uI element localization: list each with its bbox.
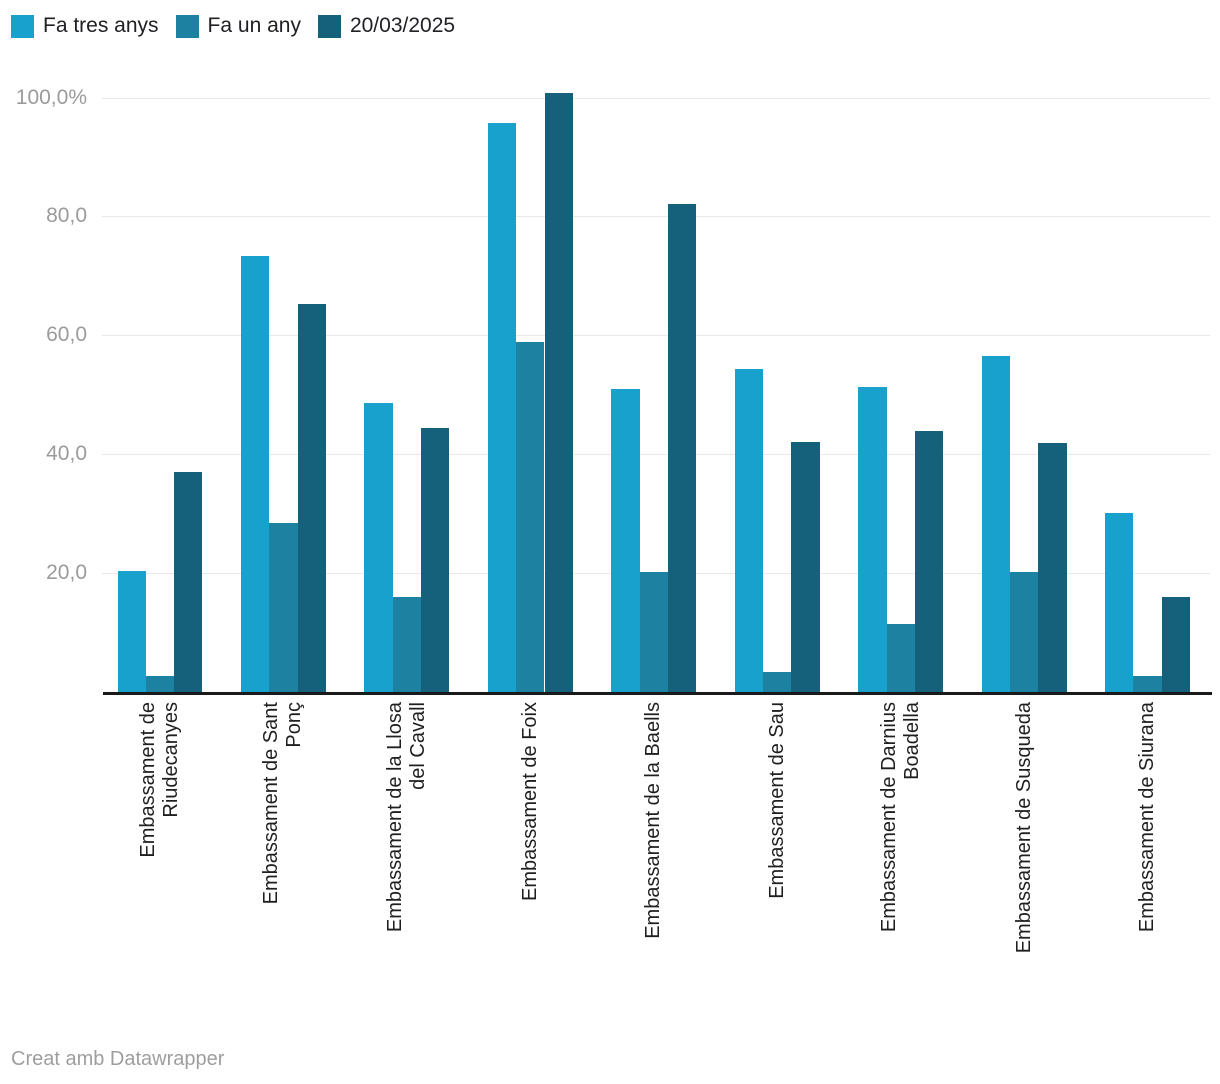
bar[interactable]	[858, 387, 887, 692]
bar[interactable]	[734, 369, 764, 692]
legend-swatch	[175, 14, 199, 38]
datawrapper-credit-link[interactable]: Creat amb Datawrapper	[11, 1048, 225, 1070]
bar[interactable]	[763, 671, 792, 692]
bar[interactable]	[392, 596, 422, 692]
category-label: Embassament de la Baells	[642, 702, 665, 939]
y-axis-tick-label: 60,0	[46, 323, 87, 347]
legend-swatch	[11, 14, 34, 38]
bar[interactable]	[1133, 675, 1162, 692]
bar[interactable]	[611, 388, 640, 692]
category-label: Embassament de Susqueda	[1012, 702, 1035, 954]
y-axis-tick-label: 80,0	[46, 204, 87, 228]
category-label: Embassament de la Llosa del Cavall	[383, 702, 429, 933]
category-label: Embassament de Siurana	[1136, 702, 1159, 933]
datawrapper-credit: Creat amb Datawrapper	[11, 1048, 224, 1071]
category-label: Embassament de Riudecanyes	[137, 702, 182, 858]
legend-label: Fa tres anys	[43, 14, 159, 37]
category-label: Embassament de Sau	[765, 702, 788, 899]
bar[interactable]	[791, 441, 820, 692]
bar[interactable]	[1105, 513, 1134, 692]
gridline	[102, 216, 1210, 218]
legend: Fa tres anys Fa un any 20/03/2025	[11, 14, 455, 38]
bar[interactable]	[269, 523, 298, 692]
bar[interactable]	[1010, 571, 1039, 692]
bar[interactable]	[1038, 442, 1067, 692]
legend-item: Fa tres anys	[11, 14, 159, 38]
bar[interactable]	[981, 356, 1010, 692]
x-axis-line	[103, 692, 1212, 695]
bar[interactable]	[667, 203, 697, 692]
bar[interactable]	[117, 571, 146, 692]
bar[interactable]	[516, 341, 545, 692]
y-axis-tick-label: 40,0	[46, 442, 87, 466]
legend-swatch	[317, 14, 341, 38]
legend-item: Fa un any	[175, 14, 301, 38]
gridline	[102, 335, 1210, 337]
bar[interactable]	[1161, 596, 1191, 692]
bar[interactable]	[639, 571, 668, 692]
y-axis-tick-label: 20,0	[46, 561, 87, 585]
y-axis-tick-label: 100,0%	[15, 85, 87, 109]
bar[interactable]	[421, 428, 450, 692]
bar[interactable]	[174, 472, 203, 692]
category-label: Embassament de Foix	[518, 702, 541, 901]
legend-label: Fa un any	[207, 14, 301, 37]
gridline	[102, 454, 1210, 456]
bar[interactable]	[297, 303, 326, 692]
category-label: Embassament de Sant Ponç	[260, 702, 306, 905]
category-label: Embassament de Darnius Boadella	[877, 702, 923, 933]
bar[interactable]	[886, 624, 915, 692]
bar[interactable]	[364, 403, 393, 692]
legend-label: 20/03/2025	[349, 14, 456, 37]
bar[interactable]	[914, 431, 944, 692]
bar[interactable]	[145, 675, 175, 692]
bar[interactable]	[544, 92, 573, 692]
legend-item: 20/03/2025	[317, 14, 456, 38]
bar[interactable]	[241, 256, 270, 692]
bar[interactable]	[487, 122, 517, 692]
gridline	[102, 97, 1210, 99]
